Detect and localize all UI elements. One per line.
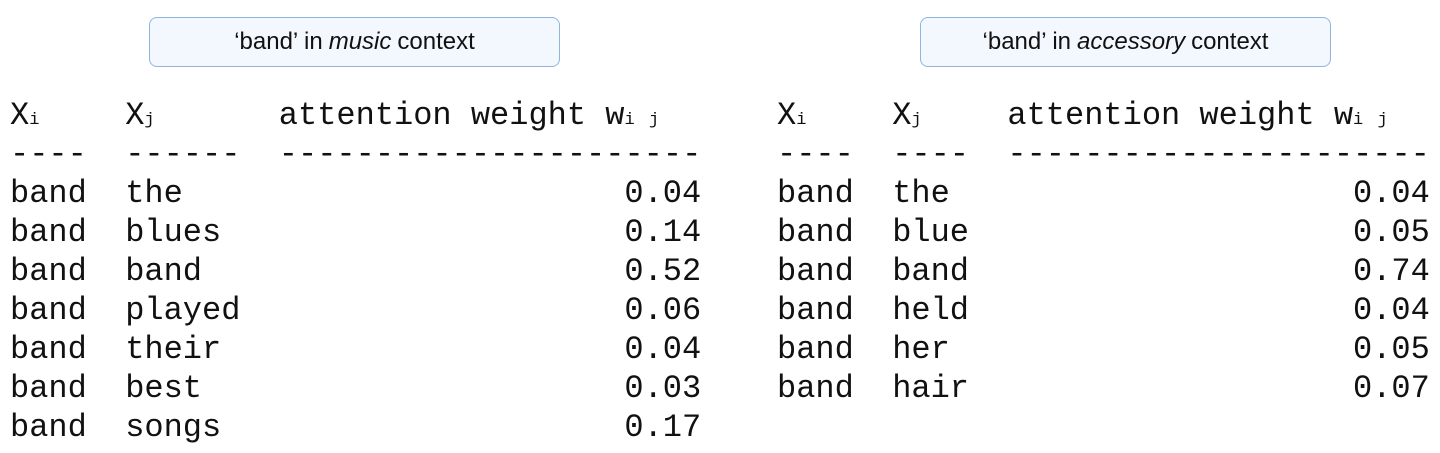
token-xj: hair — [892, 370, 969, 407]
attention-weight: 0.04 — [1353, 175, 1430, 212]
attention-weight: 0.04 — [624, 175, 702, 212]
context-label-suffix: context — [397, 28, 475, 55]
context-label: ‘band’ in music context — [149, 17, 560, 67]
token-xj: held — [892, 292, 969, 329]
token-xi: band — [777, 370, 854, 407]
separator: ------ — [125, 136, 241, 173]
token-xj: blue — [892, 214, 969, 251]
header-weight: attention weight wi j — [1007, 97, 1390, 134]
context-label-prefix: ‘band’ in — [234, 28, 323, 55]
header-xi: Xi — [10, 97, 42, 134]
header-xi: Xi — [777, 97, 809, 134]
token-xj: best — [125, 370, 202, 407]
header-xj: Xj — [125, 97, 157, 134]
token-xi: band — [777, 331, 854, 368]
attention-weight: 0.06 — [624, 292, 702, 329]
attention-weight: 0.03 — [624, 370, 702, 407]
attention-weight: 0.05 — [1353, 214, 1430, 251]
token-xj: played — [125, 292, 241, 329]
header-xj: Xj — [892, 97, 924, 134]
token-xj: the — [125, 175, 183, 212]
token-xj: blues — [125, 214, 222, 251]
context-label-word: accessory — [1077, 28, 1186, 55]
attention-weight: 0.07 — [1353, 370, 1430, 407]
token-xj: band — [892, 253, 969, 290]
token-xi: band — [10, 370, 87, 407]
token-xi: band — [777, 214, 854, 251]
header-weight: attention weight wi j — [278, 97, 662, 134]
context-label: ‘band’ in accessory context — [920, 17, 1331, 67]
separator: ---- — [777, 136, 854, 173]
token-xj: band — [125, 253, 202, 290]
separator: ---- — [892, 136, 969, 173]
token-xj: the — [892, 175, 950, 212]
attention-weight: 0.05 — [1353, 331, 1430, 368]
token-xi: band — [10, 214, 87, 251]
separator: ---------------------- — [278, 136, 702, 173]
attention-weight: 0.14 — [624, 214, 702, 251]
token-xi: band — [777, 253, 854, 290]
token-xi: band — [10, 253, 87, 290]
attention-weight: 0.52 — [624, 253, 702, 290]
token-xi: band — [777, 175, 854, 212]
token-xj: her — [892, 331, 950, 368]
attention-weight: 0.17 — [624, 409, 702, 446]
token-xj: their — [125, 331, 222, 368]
token-xi: band — [10, 175, 87, 212]
separator: ---------------------- — [1007, 136, 1430, 173]
token-xi: band — [777, 292, 854, 329]
attention-weight: 0.74 — [1353, 253, 1430, 290]
token-xi: band — [10, 292, 87, 329]
token-xi: band — [10, 409, 87, 446]
attention-weight: 0.04 — [624, 331, 702, 368]
token-xi: band — [10, 331, 87, 368]
separator: ---- — [10, 136, 87, 173]
context-label-prefix: ‘band’ in — [982, 28, 1072, 55]
token-xj: songs — [125, 409, 222, 446]
context-label-word: music — [328, 28, 392, 55]
context-label-suffix: context — [1191, 28, 1269, 55]
attention-weight: 0.04 — [1353, 292, 1430, 329]
